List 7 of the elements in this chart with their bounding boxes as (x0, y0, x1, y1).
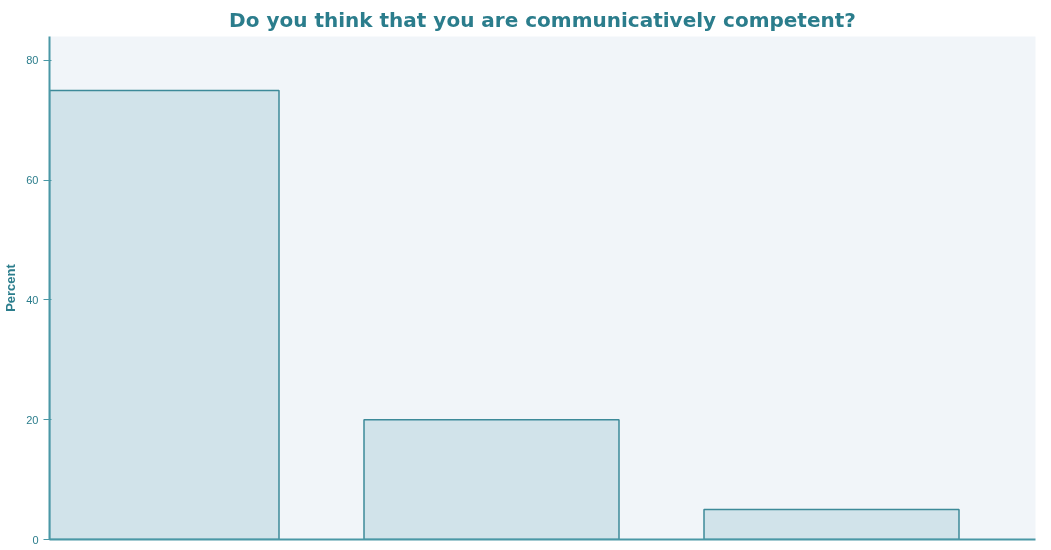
y-tick-label: 40 (26, 293, 39, 306)
y-axis-title: Percent (3, 263, 19, 312)
y-tick-label: 20 (26, 413, 39, 426)
y-tick-label: 60 (26, 174, 39, 187)
y-tick-label: 0 (32, 533, 39, 546)
y-tick-label: 80 (26, 54, 39, 67)
chart-title: Do you think that you are communicatively competent? (229, 7, 856, 32)
